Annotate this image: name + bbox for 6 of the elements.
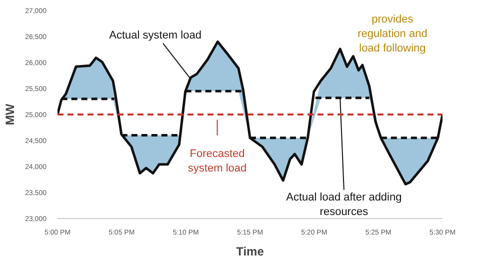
annotation: provides regulation and load following <box>358 14 428 54</box>
annotation: Actual system load <box>109 30 202 42</box>
x-axis-title: Time <box>236 244 264 258</box>
y-axis-title: MW <box>3 103 18 126</box>
legend-label: Forecasted system load <box>188 148 247 174</box>
annotation: Actual load after adding resources <box>286 191 402 218</box>
